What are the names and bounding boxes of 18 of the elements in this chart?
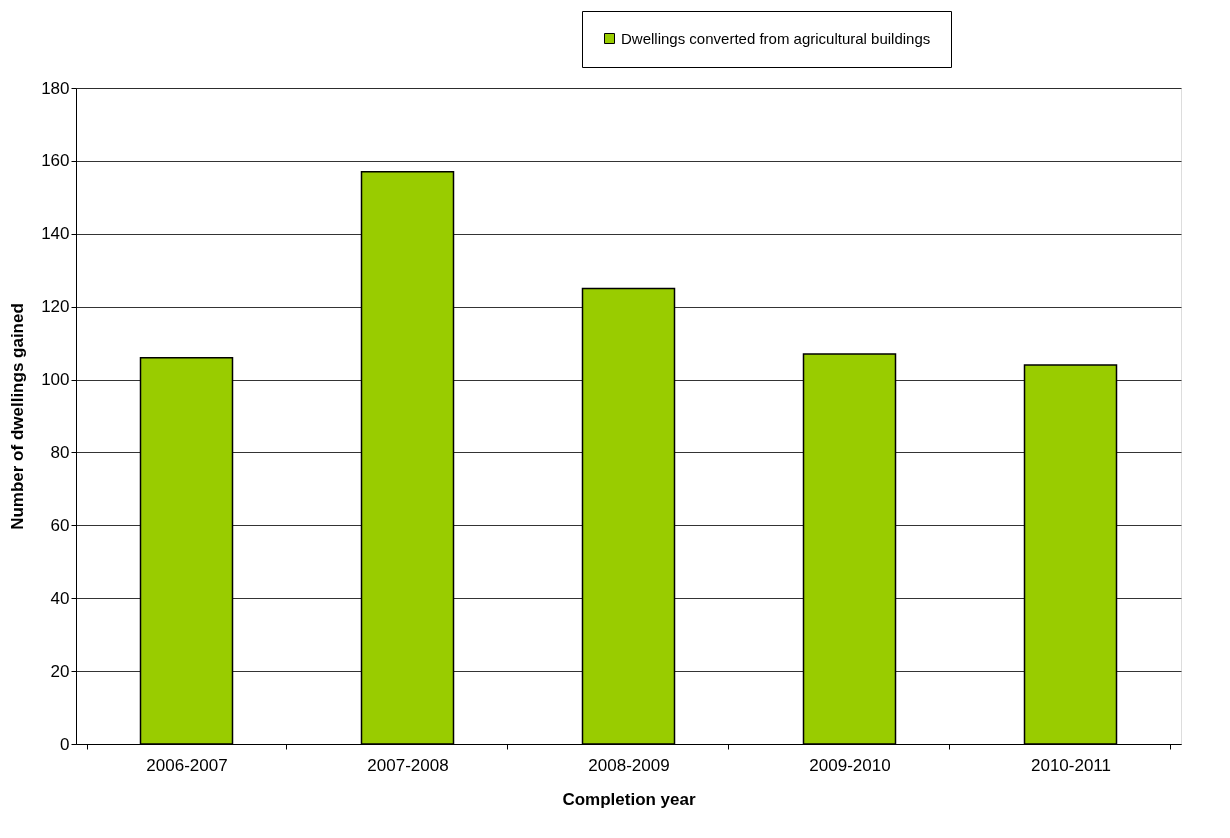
- y-tick-label: 60: [50, 515, 70, 535]
- y-tick-label: 80: [50, 442, 70, 462]
- y-tick-label: 100: [41, 370, 70, 390]
- x-axis-title: Completion year: [562, 789, 696, 809]
- legend-label: Dwellings converted from agricultural buildings: [621, 29, 931, 47]
- y-tick-label: 0: [60, 734, 70, 754]
- y-axis-title: Number of dwellings gained: [8, 303, 28, 530]
- y-tick-label: 180: [41, 78, 70, 98]
- x-tick-label: 2010-2011: [1030, 755, 1112, 775]
- x-tick-label: 2007-2008: [367, 755, 449, 775]
- x-tick-label: 2006-2007: [146, 755, 228, 775]
- y-tick-label: 40: [50, 588, 70, 608]
- y-tick-label: 160: [41, 151, 70, 171]
- y-tick-label: 140: [41, 224, 70, 244]
- y-tick-label: 120: [41, 297, 70, 317]
- x-tick-label: 2008-2009: [588, 755, 670, 775]
- x-tick-label: 2009-2010: [809, 755, 891, 775]
- y-tick-label: 20: [50, 661, 70, 681]
